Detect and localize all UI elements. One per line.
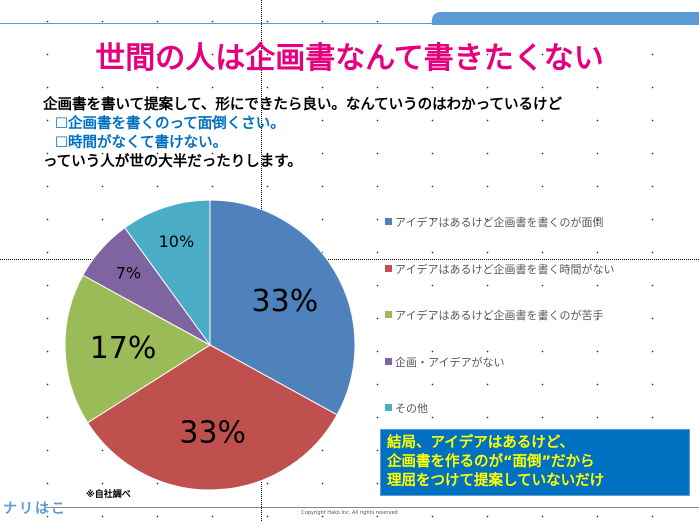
legend-label: アイデアはあるけど企画書を書くのが面倒 (395, 216, 604, 229)
legend-item: アイデアはあるけど企画書を書くのが苦手 (385, 307, 614, 354)
lead-line: っていう人が世の大半だったりします。 (43, 154, 302, 170)
legend-label: その他 (395, 402, 428, 415)
legend-item: アイデアはあるけど企画書を書く時間がない (385, 261, 614, 308)
pie-slice (209, 199, 356, 416)
legend-swatch (385, 264, 392, 272)
callout-line: 結局、アイデアはあるけど、 (387, 435, 575, 451)
guide-horizontal (0, 259, 699, 260)
lead-text: 企画書を書いて提案して、形にできたら良い。なんていうのはわかっているけど ☐企画… (43, 96, 562, 172)
pie-slice (64, 274, 211, 424)
pie-data-label: 7% (116, 264, 141, 283)
legend-label: アイデアはあるけど企画書を書くのが苦手 (395, 309, 604, 322)
chart-legend: アイデアはあるけど企画書を書くのが面倒 アイデアはあるけど企画書を書く時間がないア… (385, 214, 614, 447)
callout-line: 理屈をつけて提案していないだけ (387, 473, 605, 489)
legend-item: 企画・アイデアがない (385, 354, 614, 401)
header-line (0, 23, 440, 24)
lead-bullet: ☐企画書を書くのって面倒くさい。 (55, 116, 285, 132)
legend-label: アイデアはあるけど企画書を書く時間がない (395, 262, 615, 276)
pie-data-label: 33% (179, 415, 246, 450)
header-bar (432, 12, 699, 25)
conclusion-callout: 結局、アイデアはあるけど、 企画書を作るのが“面倒”だから 理屈をつけて提案して… (380, 429, 690, 496)
pie-slice (86, 344, 338, 491)
copyright: Copyright Hako Inc. All rights reserved (301, 510, 398, 516)
footer-line (45, 507, 699, 508)
company-logo: ナリはこ (3, 501, 67, 517)
pie-data-label: 10% (159, 232, 195, 251)
callout-line: 企画書を作るのが“面倒”だから (387, 454, 595, 470)
slide-title: 世間の人は企画書なんて書きたくない (95, 41, 604, 76)
legend-swatch (385, 311, 392, 318)
pie-data-label: 33% (252, 284, 319, 319)
legend-label: 企画・アイデアがない (395, 355, 505, 369)
pie-data-label: 17% (90, 331, 157, 366)
legend-swatch (385, 404, 392, 411)
legend-swatch (385, 357, 392, 365)
lead-bullet: ☐時間がなくて書けない。 (55, 135, 228, 151)
legend-item: アイデアはあるけど企画書を書くのが面倒 (385, 214, 614, 261)
source-note: ※自社調べ (86, 490, 131, 500)
legend-item: その他 (385, 400, 614, 447)
lead-line: 企画書を書いて提案して、形にできたら良い。なんていうのはわかっているけど (43, 97, 562, 113)
legend-swatch (385, 218, 392, 225)
pie-slice (124, 199, 211, 347)
